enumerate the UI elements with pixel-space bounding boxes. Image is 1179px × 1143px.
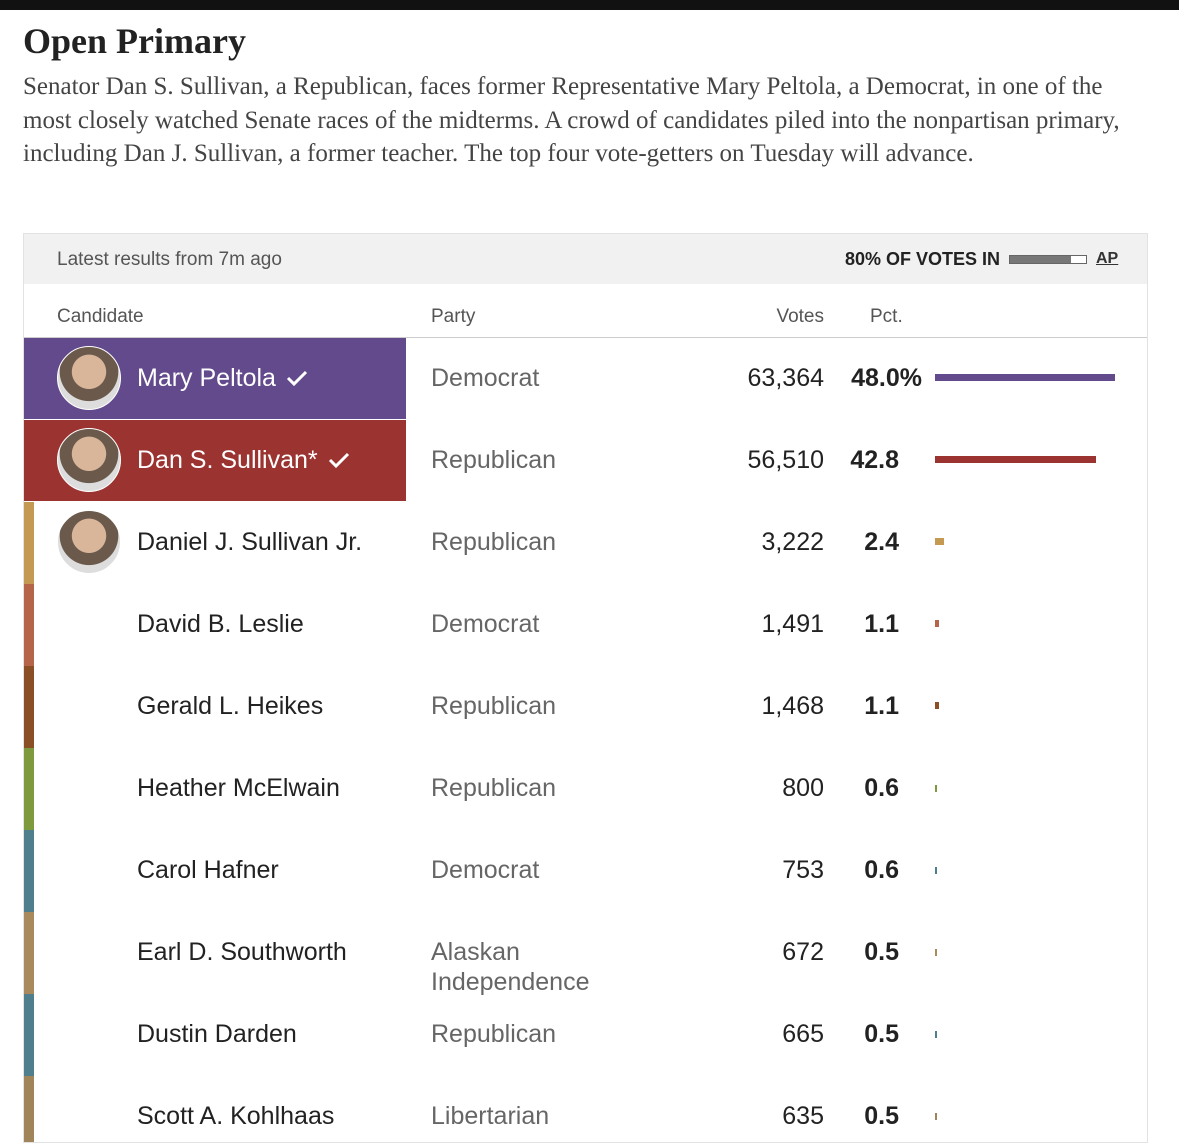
column-header: Candidate: [57, 306, 144, 327]
color-stripe: [24, 830, 34, 912]
color-stripe: [24, 912, 34, 994]
votes: 1,468: [761, 692, 824, 720]
results-table: Latest results from 7m ago 80% OF VOTES …: [23, 233, 1148, 1143]
description: Senator Dan S. Sullivan, a Republican, f…: [23, 73, 1120, 167]
pct-bar: [935, 867, 938, 874]
pct-bar: [935, 785, 938, 792]
party: Democrat: [431, 610, 540, 638]
column-header: Pct.: [870, 306, 903, 327]
votes: 56,510: [747, 446, 824, 474]
candidate-name: Carol Hafner: [137, 856, 279, 884]
pct-bar: [935, 538, 944, 545]
party: Democrat: [431, 856, 540, 884]
candidate-name: Earl D. Southworth: [137, 938, 347, 966]
candidate-name: David B. Leslie: [137, 610, 304, 638]
winner-check: [328, 452, 349, 469]
candidate-photo: [57, 346, 121, 410]
pct: 0.5: [864, 1102, 899, 1130]
check-path: [328, 452, 349, 469]
party: Alaskan Independence: [431, 938, 590, 996]
progress-fill: [1010, 256, 1071, 263]
progress-bar: [1009, 255, 1087, 264]
color-stripe: [24, 502, 34, 584]
pct-bar: [935, 374, 1115, 381]
updated: Latest results from 7m ago: [57, 249, 282, 270]
pct-bar: [935, 1031, 937, 1038]
pct: 1.1: [864, 610, 899, 638]
votes: 753: [782, 856, 824, 884]
color-stripe: [24, 994, 34, 1076]
pct: 0.5: [864, 1020, 899, 1048]
votes: 665: [782, 1020, 824, 1048]
title: Open Primary: [23, 21, 246, 61]
pct: 42.8: [850, 446, 899, 474]
pct: 48.0%: [851, 364, 922, 392]
votes: 635: [782, 1102, 824, 1130]
candidate-name: Gerald L. Heikes: [137, 692, 324, 720]
candidate-name: Mary Peltola: [137, 363, 308, 393]
party: Republican: [431, 446, 557, 474]
party: Republican: [431, 692, 557, 720]
column-header: Votes: [776, 306, 824, 327]
pct-bar: [935, 1113, 937, 1120]
candidate-name: Dan S. Sullivan*: [137, 445, 350, 475]
color-stripe: [24, 666, 34, 748]
pct: 0.6: [864, 774, 899, 802]
candidate-name: Heather McElwain: [137, 774, 340, 802]
winner-check: [286, 370, 308, 387]
party: Democrat: [431, 364, 540, 392]
party: Republican: [431, 528, 557, 556]
column-header: Party: [431, 306, 476, 327]
pct: 0.6: [864, 856, 899, 884]
votes: 800: [782, 774, 824, 802]
source[interactable]: AP: [1096, 250, 1119, 267]
votes: 672: [782, 938, 824, 966]
pct-bar: [935, 456, 1096, 463]
votes: 63,364: [747, 364, 824, 392]
candidate-photo: [57, 428, 121, 492]
candidate-name: Daniel J. Sullivan Jr.: [137, 528, 363, 556]
pct: 1.1: [864, 692, 899, 720]
pct-bar: [935, 949, 937, 956]
pct-bar: [935, 702, 940, 709]
color-stripe: [24, 748, 34, 830]
color-stripe: [24, 1076, 34, 1142]
pct: 2.4: [864, 528, 899, 556]
top-bar: [0, 0, 1179, 10]
color-stripe: [24, 584, 34, 666]
pct: 0.5: [864, 938, 899, 966]
check-path: [286, 370, 308, 387]
party: Libertarian: [431, 1102, 550, 1130]
party: Republican: [431, 774, 557, 802]
candidate-photo: [57, 510, 121, 574]
candidate-name: Dustin Darden: [137, 1020, 297, 1048]
votes: 1,491: [761, 610, 824, 638]
reporting: 80% OF VOTES IN: [844, 249, 1000, 269]
party: Republican: [431, 1020, 557, 1048]
votes: 3,222: [761, 528, 824, 556]
table-header: Latest results from 7m ago 80% OF VOTES …: [24, 234, 1147, 284]
header-rule: [24, 337, 1147, 338]
pct-bar: [935, 620, 940, 627]
candidate-name: Scott A. Kohlhaas: [137, 1102, 335, 1130]
